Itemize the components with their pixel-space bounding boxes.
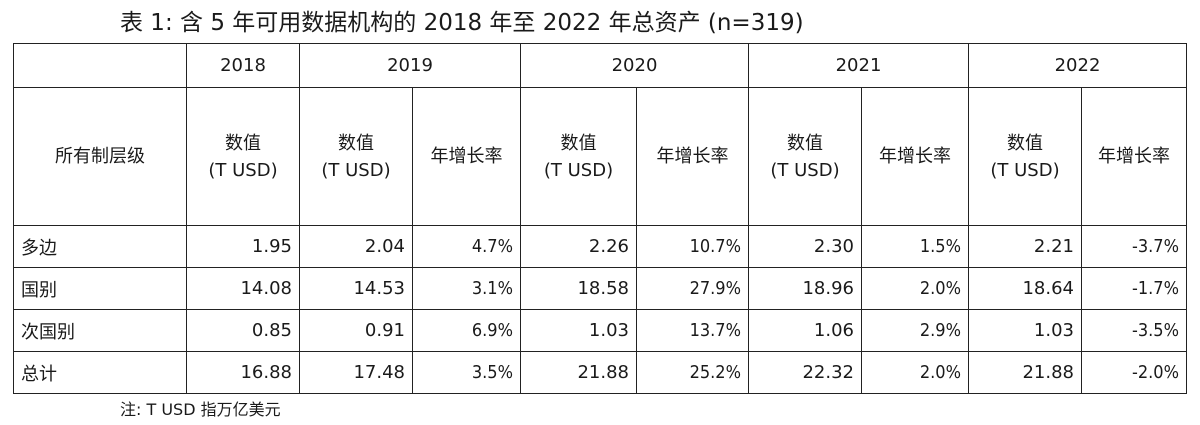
year-header-2022: 2022 — [968, 43, 1187, 88]
value-cell: 2.04 — [299, 225, 413, 268]
value-cell: 17.48 — [299, 351, 413, 394]
value-label: 数值 — [1007, 132, 1043, 154]
value-label: 数值 — [338, 132, 374, 154]
value-label: 数值 — [787, 132, 823, 154]
growth-cell: 4.7% — [412, 225, 521, 268]
growth-cell: 2.9% — [861, 309, 969, 352]
value-unit: (T USD) — [208, 159, 278, 181]
growth-cell: 6.9% — [412, 309, 521, 352]
value-cell: 14.08 — [186, 267, 300, 310]
table-row-total: 总计 16.88 17.48 3.5% 21.88 25.2% 22.32 2.… — [13, 351, 1187, 394]
table-row: 国别 14.08 14.53 3.1% 18.58 27.9% 18.96 2.… — [13, 267, 1187, 310]
value-label: 数值 — [225, 132, 261, 154]
value-cell: 2.21 — [968, 225, 1082, 268]
row-label: 多边 — [13, 225, 187, 268]
growth-cell: -1.7% — [1081, 267, 1187, 310]
growth-cell: 10.7% — [636, 225, 749, 268]
value-cell: 1.03 — [520, 309, 637, 352]
value-header: 数值 (T USD) — [186, 87, 300, 226]
total-assets-table: 2018 2019 2020 2021 2022 所有制层级 数值 (T USD)… — [13, 43, 1187, 394]
growth-cell: 3.5% — [412, 351, 521, 394]
value-cell: 0.91 — [299, 309, 413, 352]
value-cell: 1.95 — [186, 225, 300, 268]
value-cell: 1.06 — [748, 309, 862, 352]
growth-cell: 2.0% — [861, 267, 969, 310]
sub-header-row: 所有制层级 数值 (T USD) 数值 (T USD) 年增长率 数值 (T USD)… — [13, 87, 1187, 226]
growth-cell: 2.0% — [861, 351, 969, 394]
year-header-2020: 2020 — [520, 43, 749, 88]
value-header: 数值 (T USD) — [520, 87, 637, 226]
table-row: 次国别 0.85 0.91 6.9% 1.03 13.7% 1.06 2.9% … — [13, 309, 1187, 352]
value-cell: 0.85 — [186, 309, 300, 352]
growth-cell: 27.9% — [636, 267, 749, 310]
table-row: 多边 1.95 2.04 4.7% 2.26 10.7% 2.30 1.5% 2… — [13, 225, 1187, 268]
row-label: 次国别 — [13, 309, 187, 352]
value-cell: 18.58 — [520, 267, 637, 310]
growth-cell: 3.1% — [412, 267, 521, 310]
value-header: 数值 (T USD) — [968, 87, 1082, 226]
value-cell: 21.88 — [520, 351, 637, 394]
value-cell: 16.88 — [186, 351, 300, 394]
growth-header: 年增长率 — [861, 87, 969, 226]
growth-cell: 25.2% — [636, 351, 749, 394]
value-cell: 18.96 — [748, 267, 862, 310]
table-title: 表 1: 含 5 年可用数据机构的 2018 年至 2022 年总资产 (n=3… — [120, 10, 804, 36]
value-cell: 2.30 — [748, 225, 862, 268]
row-label: 国别 — [13, 267, 187, 310]
value-cell: 21.88 — [968, 351, 1082, 394]
year-header-2021: 2021 — [748, 43, 969, 88]
growth-header: 年增长率 — [412, 87, 521, 226]
value-cell: 14.53 — [299, 267, 413, 310]
value-cell: 18.64 — [968, 267, 1082, 310]
value-unit: (T USD) — [543, 159, 614, 181]
growth-cell: -2.0% — [1081, 351, 1187, 394]
year-header-row: 2018 2019 2020 2021 2022 — [13, 43, 1187, 88]
year-header-2019: 2019 — [299, 43, 521, 88]
value-unit: (T USD) — [321, 159, 391, 181]
growth-cell: -3.5% — [1081, 309, 1187, 352]
value-cell: 22.32 — [748, 351, 862, 394]
ownership-level-header: 所有制层级 — [13, 87, 187, 226]
value-unit: (T USD) — [990, 159, 1060, 181]
growth-cell: 1.5% — [861, 225, 969, 268]
value-unit: (T USD) — [770, 159, 840, 181]
value-header: 数值 (T USD) — [299, 87, 413, 226]
growth-header: 年增长率 — [1081, 87, 1187, 226]
value-cell: 1.03 — [968, 309, 1082, 352]
value-cell: 2.26 — [520, 225, 637, 268]
year-header-2018: 2018 — [186, 43, 300, 88]
value-header: 数值 (T USD) — [748, 87, 862, 226]
value-label: 数值 — [560, 132, 597, 154]
row-label: 总计 — [13, 351, 187, 394]
corner-cell — [13, 43, 187, 88]
table-note: 注: T USD 指万亿美元 — [120, 400, 281, 419]
growth-cell: -3.7% — [1081, 225, 1187, 268]
growth-header: 年增长率 — [636, 87, 749, 226]
growth-cell: 13.7% — [636, 309, 749, 352]
